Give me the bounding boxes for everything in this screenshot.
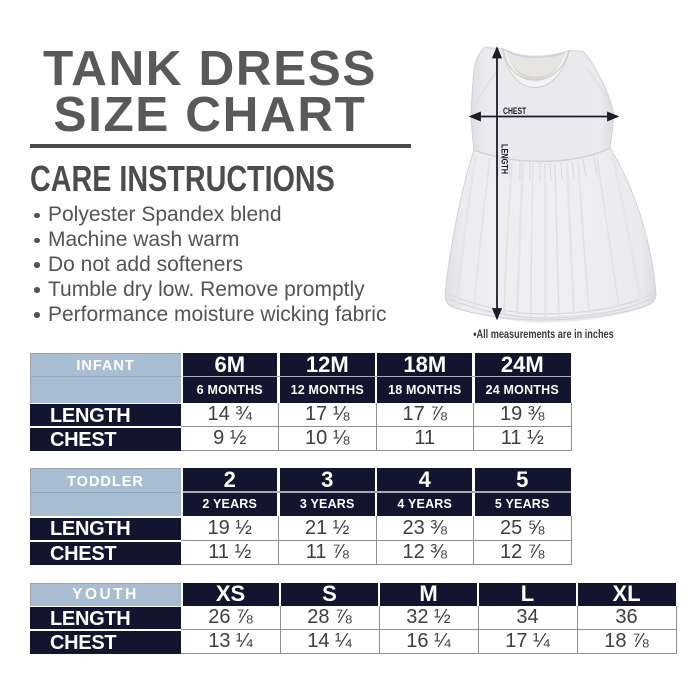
- svg-text:LENGTH: LENGTH: [500, 144, 510, 174]
- svg-text:CHEST: CHEST: [503, 106, 527, 116]
